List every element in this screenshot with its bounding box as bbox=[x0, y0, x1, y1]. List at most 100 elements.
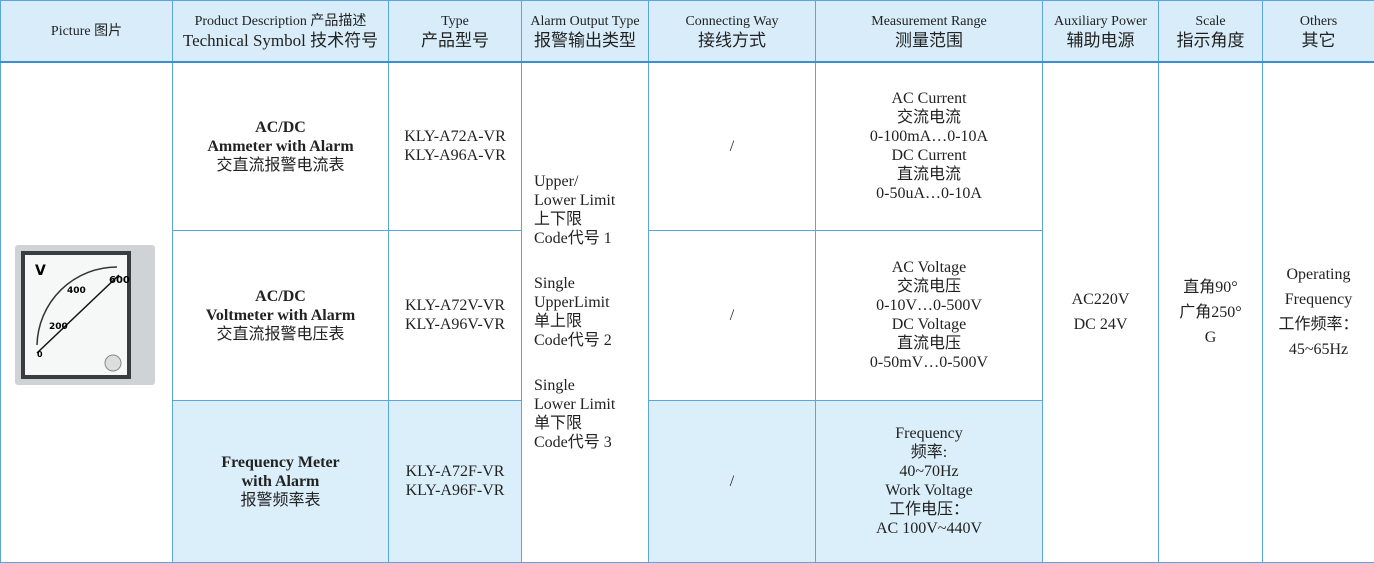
measurement-text: 0-10V…0-500V bbox=[818, 296, 1040, 315]
measurement-text: DC Voltage bbox=[818, 315, 1040, 334]
measurement-text: AC Current bbox=[818, 89, 1040, 108]
alarm-text: 上下限 bbox=[534, 210, 646, 229]
measurement-text: 交流电流 bbox=[818, 108, 1040, 127]
type-text: KLY-A72V-VR bbox=[391, 296, 519, 315]
aux-text: DC 24V bbox=[1045, 312, 1156, 337]
type-text: KLY-A96F-VR bbox=[391, 481, 519, 500]
measurement-text: AC 100V~440V bbox=[818, 519, 1040, 538]
alarm-text: Lower Limit bbox=[534, 395, 646, 414]
measurement-text: DC Current bbox=[818, 146, 1040, 165]
product-title: with Alarm bbox=[175, 472, 386, 491]
measurement-text: 0-50uA…0-10A bbox=[818, 184, 1040, 203]
meter-label: V bbox=[35, 263, 46, 279]
header-text: Technical Symbol 技术符号 bbox=[175, 31, 386, 50]
header-text: 接线方式 bbox=[651, 31, 813, 50]
meter-label: 400 bbox=[67, 286, 86, 296]
alarm-text: Code代号 2 bbox=[534, 331, 646, 350]
header-text: 报警输出类型 bbox=[524, 31, 646, 50]
header-text: 辅助电源 bbox=[1045, 31, 1156, 50]
meter-knob bbox=[105, 355, 121, 371]
product-title: Frequency Meter bbox=[175, 453, 386, 472]
product-title: Voltmeter with Alarm bbox=[175, 306, 386, 325]
type-text: KLY-A72F-VR bbox=[391, 462, 519, 481]
product-name-zh: 交直流报警电流表 bbox=[175, 156, 386, 175]
alarm-text: 单上限 bbox=[534, 312, 646, 331]
alarm-text: 单下限 bbox=[534, 414, 646, 433]
alarm-text: Single bbox=[534, 376, 646, 395]
alarm-text: UpperLimit bbox=[534, 293, 646, 312]
others-text: Operating bbox=[1265, 262, 1372, 287]
header-text: 其它 bbox=[1265, 31, 1372, 50]
measurement-text: AC Voltage bbox=[818, 258, 1040, 277]
others-text: 45~65Hz bbox=[1265, 337, 1372, 362]
measurement-text: 交流电压 bbox=[818, 277, 1040, 296]
alarm-text: Lower Limit bbox=[534, 191, 646, 210]
measurement-text: 直流电压 bbox=[818, 334, 1040, 353]
header-text: 指示角度 bbox=[1161, 31, 1260, 50]
header-text: 产品型号 bbox=[391, 31, 519, 50]
scale-text: 直角90° bbox=[1161, 275, 1260, 300]
header-text: Product Description 产品描述 bbox=[175, 12, 386, 31]
header-text: Picture 图片 bbox=[3, 22, 170, 41]
others-text: 工作频率： bbox=[1265, 312, 1372, 337]
type-text: KLY-A96V-VR bbox=[391, 315, 519, 334]
connecting-cell: / bbox=[649, 230, 816, 400]
meter-label: 600 bbox=[109, 275, 130, 286]
measurement-text: 0-50mV…0-500V bbox=[818, 353, 1040, 372]
alarm-text: Code代号 1 bbox=[534, 229, 646, 248]
header-text: Type bbox=[391, 12, 519, 31]
scale-cell: 直角90°广角250°G bbox=[1159, 62, 1263, 562]
header-text: Alarm Output Type bbox=[524, 12, 646, 31]
alarm-text: Upper/ bbox=[534, 172, 646, 191]
header-cell: Picture 图片 bbox=[1, 1, 173, 63]
meter-label: 0 bbox=[37, 350, 43, 359]
type-text: KLY-A96A-VR bbox=[391, 146, 519, 165]
header-text: Measurement Range bbox=[818, 12, 1040, 31]
product-name-zh: 报警频率表 bbox=[175, 491, 386, 510]
connecting-cell: / bbox=[649, 62, 816, 230]
product-name-zh: 交直流报警电压表 bbox=[175, 325, 386, 344]
alarm-text: Code代号 3 bbox=[534, 433, 646, 452]
connecting-cell: / bbox=[649, 400, 816, 562]
aux-text: AC220V bbox=[1045, 287, 1156, 312]
measurement-text: 40~70Hz bbox=[818, 462, 1040, 481]
header-text: Scale bbox=[1161, 12, 1260, 31]
scale-text: G bbox=[1161, 325, 1260, 350]
header-text: Connecting Way bbox=[651, 12, 813, 31]
header-text: Auxiliary Power bbox=[1045, 12, 1156, 31]
measurement-text: Work Voltage bbox=[818, 481, 1040, 500]
type-text: KLY-A72A-VR bbox=[391, 127, 519, 146]
measurement-text: Frequency bbox=[818, 424, 1040, 443]
header-text: 测量范围 bbox=[818, 31, 1040, 50]
scale-text: 广角250° bbox=[1161, 300, 1260, 325]
measurement-text: 0-100mA…0-10A bbox=[818, 127, 1040, 146]
measurement-text: 直流电流 bbox=[818, 165, 1040, 184]
